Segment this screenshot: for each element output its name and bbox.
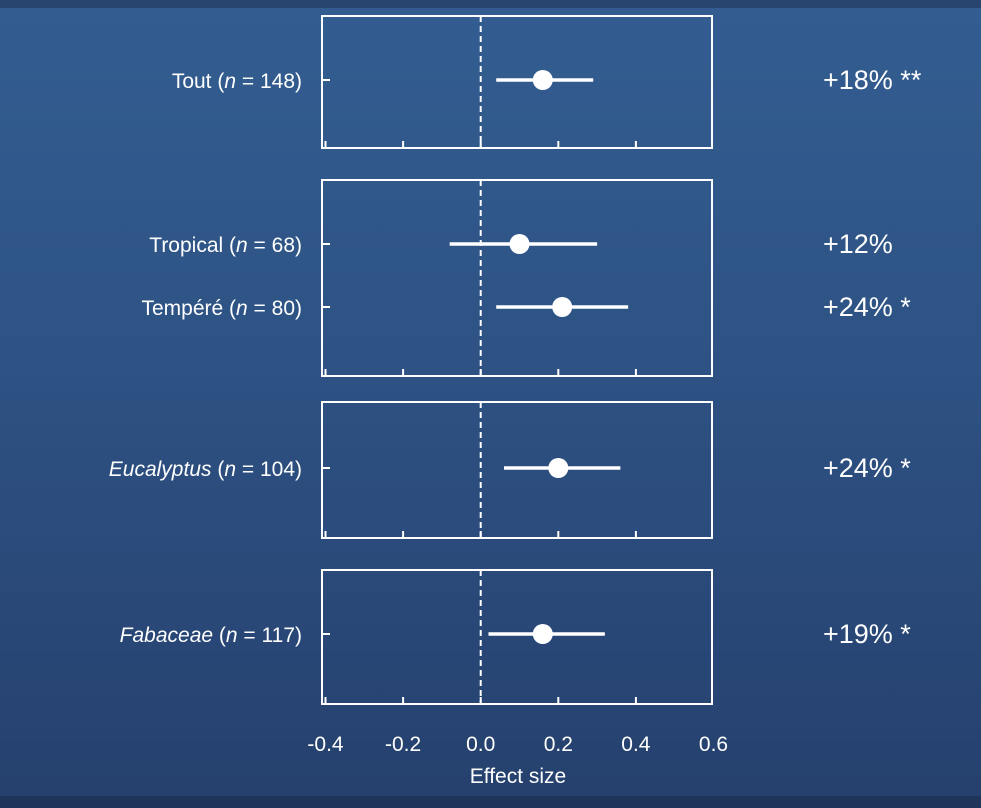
- x-tick-label: -0.4: [307, 733, 344, 756]
- panel: Tropical (n = 68) +12%Tempéré (n = 80) +24…: [141, 179, 911, 377]
- row-label-paren: (: [212, 70, 225, 93]
- row-label-n-symbol: n: [224, 70, 236, 93]
- x-tick-label: 0.0: [466, 733, 495, 756]
- row-label-name: Tempéré: [141, 297, 223, 320]
- row-label-name: Eucalyptus: [109, 458, 212, 481]
- percent-annotation: +18% **: [823, 65, 922, 95]
- percent-annotation: +24% *: [823, 292, 911, 322]
- panels-layer: Tout (n = 148) +18% **Tropical (n = 68) +1…: [109, 15, 922, 705]
- panel-frame: [321, 15, 713, 149]
- row-label-n-value: = 68): [248, 234, 302, 257]
- point-estimate: [552, 297, 573, 317]
- panel-frame: [321, 569, 713, 705]
- row-label: Tout (n = 148): [172, 70, 302, 93]
- row-label-name: Tout: [172, 70, 212, 93]
- row-label-paren: (: [213, 624, 226, 647]
- x-tick-label: 0.4: [621, 733, 651, 756]
- panel: Tout (n = 148) +18% **: [172, 15, 922, 149]
- top-band: [0, 0, 981, 8]
- x-axis: -0.4 -0.2 0.0 0.2 0.4 0.6: [307, 733, 728, 756]
- point-estimate: [509, 234, 530, 254]
- row-label: Tropical (n = 68): [149, 234, 302, 257]
- row-label: Fabaceae (n = 117): [120, 624, 302, 647]
- row-label: Eucalyptus (n = 104): [109, 458, 302, 481]
- row-label-n-value: = 104): [236, 458, 302, 481]
- x-tick-label: 0.6: [699, 733, 728, 756]
- row-label-name: Fabaceae: [120, 624, 213, 647]
- panel: Eucalyptus (n = 104) +24% *: [109, 401, 911, 539]
- row-label-n-symbol: n: [226, 624, 238, 647]
- row-label-paren: (: [212, 458, 225, 481]
- x-tick-label: -0.2: [385, 733, 421, 756]
- row-label-paren: (: [223, 234, 236, 257]
- point-estimate: [548, 458, 569, 478]
- row-label-n-symbol: n: [224, 458, 236, 481]
- bottom-band: [0, 796, 981, 808]
- row-label-n-symbol: n: [236, 297, 248, 320]
- row-label-n-value: = 117): [238, 624, 302, 647]
- x-tick-label: 0.2: [544, 733, 573, 756]
- percent-annotation: +12%: [823, 229, 893, 259]
- row-label-n-symbol: n: [236, 234, 248, 257]
- row-label-n-value: = 80): [248, 297, 302, 320]
- point-estimate: [532, 624, 553, 644]
- row-label: Tempéré (n = 80): [141, 297, 302, 320]
- panel-frame: [321, 179, 713, 377]
- point-estimate: [532, 70, 553, 90]
- percent-annotation: +19% *: [823, 619, 911, 649]
- row-label-name: Tropical: [149, 234, 223, 257]
- row-label-paren: (: [223, 297, 236, 320]
- panel: Fabaceae (n = 117) +19% *: [120, 569, 911, 705]
- panel-frame: [321, 401, 713, 539]
- x-axis-title: Effect size: [470, 765, 567, 788]
- row-label-n-value: = 148): [236, 70, 302, 93]
- percent-annotation: +24% *: [823, 453, 911, 483]
